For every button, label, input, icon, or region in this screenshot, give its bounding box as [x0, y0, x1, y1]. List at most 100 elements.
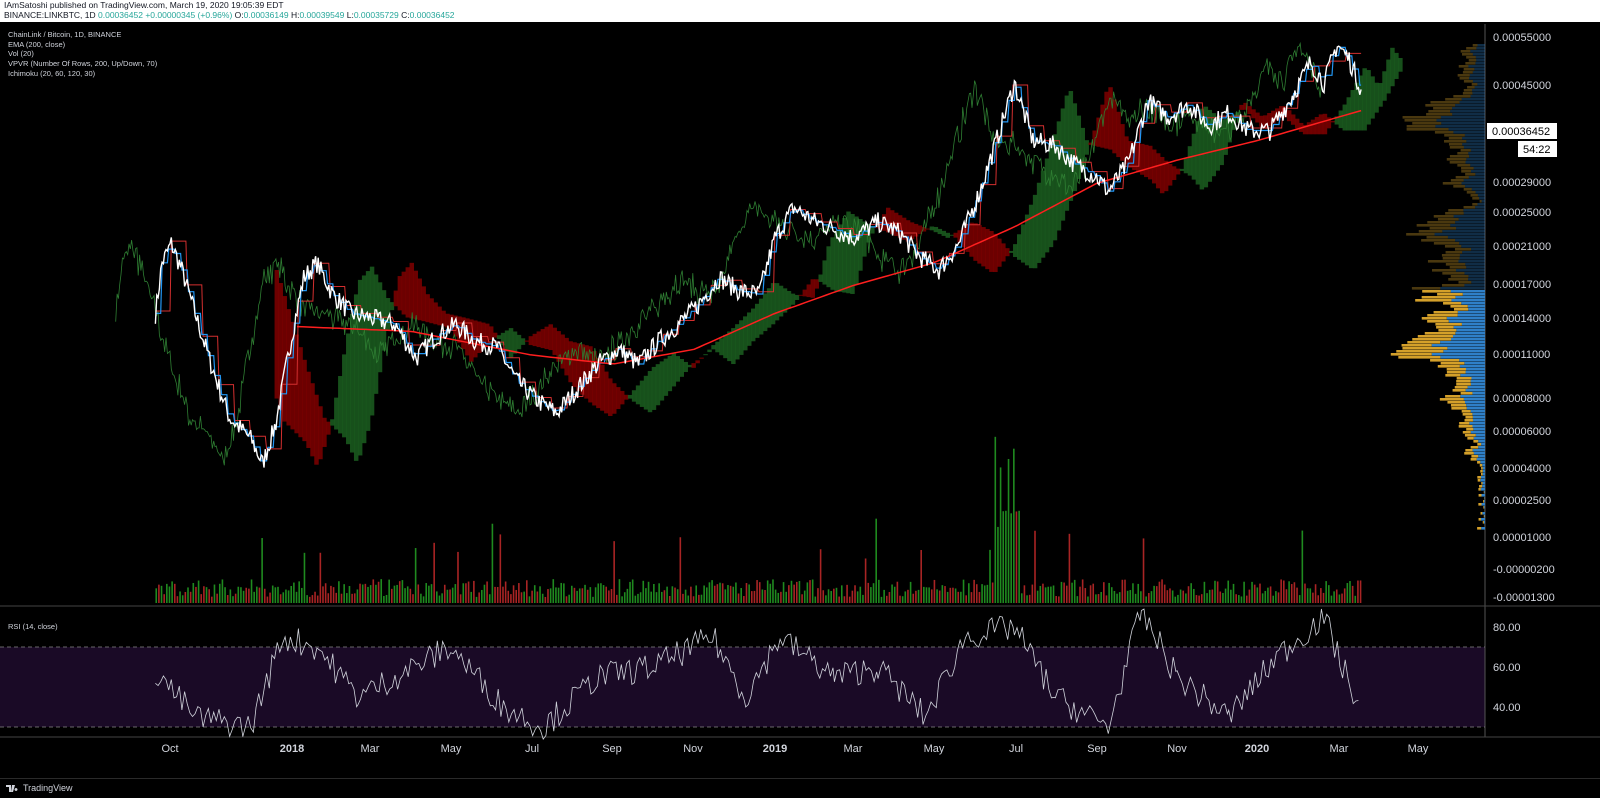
cloud-segment — [1259, 115, 1264, 127]
volume-bar — [679, 537, 682, 603]
vpvr-up-row — [1479, 197, 1485, 200]
volume-bar — [332, 587, 335, 603]
volume-bar — [809, 580, 811, 603]
cloud-segment — [1318, 114, 1324, 135]
cloud-segment — [925, 228, 931, 230]
vpvr-down-row — [1465, 416, 1473, 419]
volume-bar — [380, 579, 383, 603]
legend-ichimoku[interactable]: Ichimoku (20, 60, 120, 30) — [8, 68, 96, 78]
cloud-segment — [703, 354, 708, 356]
cloud-segment — [842, 217, 847, 293]
volume-bar — [766, 580, 769, 603]
cloud-segment — [496, 335, 502, 340]
cloud-segment — [548, 324, 553, 351]
volume-bar — [608, 590, 610, 603]
x-axis-tick-label: Mar — [361, 743, 380, 755]
cloud-segment — [1108, 87, 1113, 150]
y-axis-tick-label: 0.00002500 — [1493, 495, 1551, 507]
volume-bar — [835, 587, 838, 603]
vpvr-down-row — [1430, 101, 1460, 104]
cloud-segment — [512, 331, 518, 354]
vpvr-down-row — [1438, 329, 1457, 332]
vpvr-down-row — [1437, 365, 1460, 368]
volume-bar — [491, 523, 494, 603]
vpvr-down-row — [1479, 464, 1483, 467]
volume-bar — [1298, 595, 1301, 603]
vpvr-down-row — [1457, 164, 1471, 167]
cloud-segment — [826, 246, 831, 288]
vpvr-down-row — [1456, 380, 1471, 383]
tradingview-logo[interactable]: TradingView — [6, 783, 73, 793]
rsi-axis-tick-label: 40.00 — [1493, 702, 1521, 714]
volume-bar — [396, 584, 398, 603]
volume-bar — [854, 585, 856, 603]
vpvr-down-row — [1462, 431, 1471, 434]
vpvr-down-row — [1429, 227, 1457, 230]
volume-bar — [248, 588, 250, 603]
vpvr-down-row — [1445, 395, 1461, 398]
cloud-segment — [786, 290, 792, 309]
vpvr-up-row — [1474, 68, 1485, 71]
x-axis-tick-label: Mar — [844, 743, 863, 755]
vpvr-up-row — [1456, 329, 1485, 332]
volume-bar — [975, 584, 978, 603]
cloud-segment — [631, 390, 637, 402]
vpvr-down-row — [1427, 320, 1449, 323]
y-axis-tick-label: 0.00017000 — [1493, 279, 1551, 291]
volume-bar — [708, 582, 711, 603]
volume-bar — [377, 581, 380, 603]
volume-bar — [494, 586, 496, 603]
volume-bar — [224, 587, 226, 603]
cloud-segment — [1350, 90, 1355, 131]
ema-200-line — [296, 109, 1362, 365]
legend-title[interactable]: ChainLink / Bitcoin, 1D, BINANCE — [8, 30, 122, 39]
cloud-segment — [1370, 76, 1375, 119]
volume-bar — [724, 589, 727, 603]
rsi-legend[interactable]: RSI (14, close) — [8, 622, 58, 631]
volume-bar — [840, 585, 843, 603]
legend-vpvr[interactable]: VPVR (Number Of Rows, 200, Up/Down, 70) — [8, 59, 158, 69]
volume-bar — [478, 592, 480, 603]
volume-bar — [1134, 593, 1137, 603]
cloud-segment — [1140, 143, 1145, 175]
volume-bar — [200, 594, 203, 603]
vpvr-down-row — [1458, 281, 1472, 284]
vpvr-down-row — [1460, 149, 1471, 152]
cloud-segment — [540, 329, 546, 349]
cloud-segment — [707, 349, 712, 353]
volume-bar — [544, 596, 547, 603]
legend-volume[interactable]: Vol (20) — [8, 49, 34, 59]
volume-bar — [631, 579, 634, 603]
volume-bar — [618, 579, 621, 603]
volume-bar — [801, 594, 803, 603]
volume-bar — [287, 590, 290, 603]
vpvr-down-row — [1424, 332, 1456, 335]
x-axis-tick-label: 2020 — [1245, 743, 1269, 755]
volume-bar — [1103, 582, 1105, 603]
vpvr-up-row — [1475, 434, 1485, 437]
volume-bar — [303, 552, 306, 603]
cloud-segment — [1076, 115, 1082, 179]
volume-bar — [1280, 579, 1282, 603]
volume-bar — [639, 592, 642, 603]
cloud-segment — [691, 363, 696, 368]
cloud-segment — [933, 226, 939, 233]
volume-bar — [634, 595, 637, 603]
cloud-segment — [1203, 106, 1209, 188]
volume-bar — [983, 585, 986, 603]
volume-bar — [1185, 593, 1187, 603]
x-axis-tick-label: May — [924, 743, 945, 755]
volume-bar — [166, 583, 168, 603]
vpvr-up-row — [1461, 323, 1485, 326]
volume-bar — [978, 591, 981, 603]
vpvr-down-row — [1396, 350, 1444, 353]
vpvr-down-row — [1437, 293, 1463, 296]
cloud-segment — [1382, 71, 1387, 101]
vpvr-up-row — [1465, 263, 1485, 266]
volume-bar — [454, 584, 457, 603]
vpvr-up-row — [1441, 122, 1485, 125]
legend-ema[interactable]: EMA (200, close) — [8, 39, 66, 49]
vpvr-up-row — [1465, 185, 1485, 188]
volume-bar — [700, 594, 703, 603]
